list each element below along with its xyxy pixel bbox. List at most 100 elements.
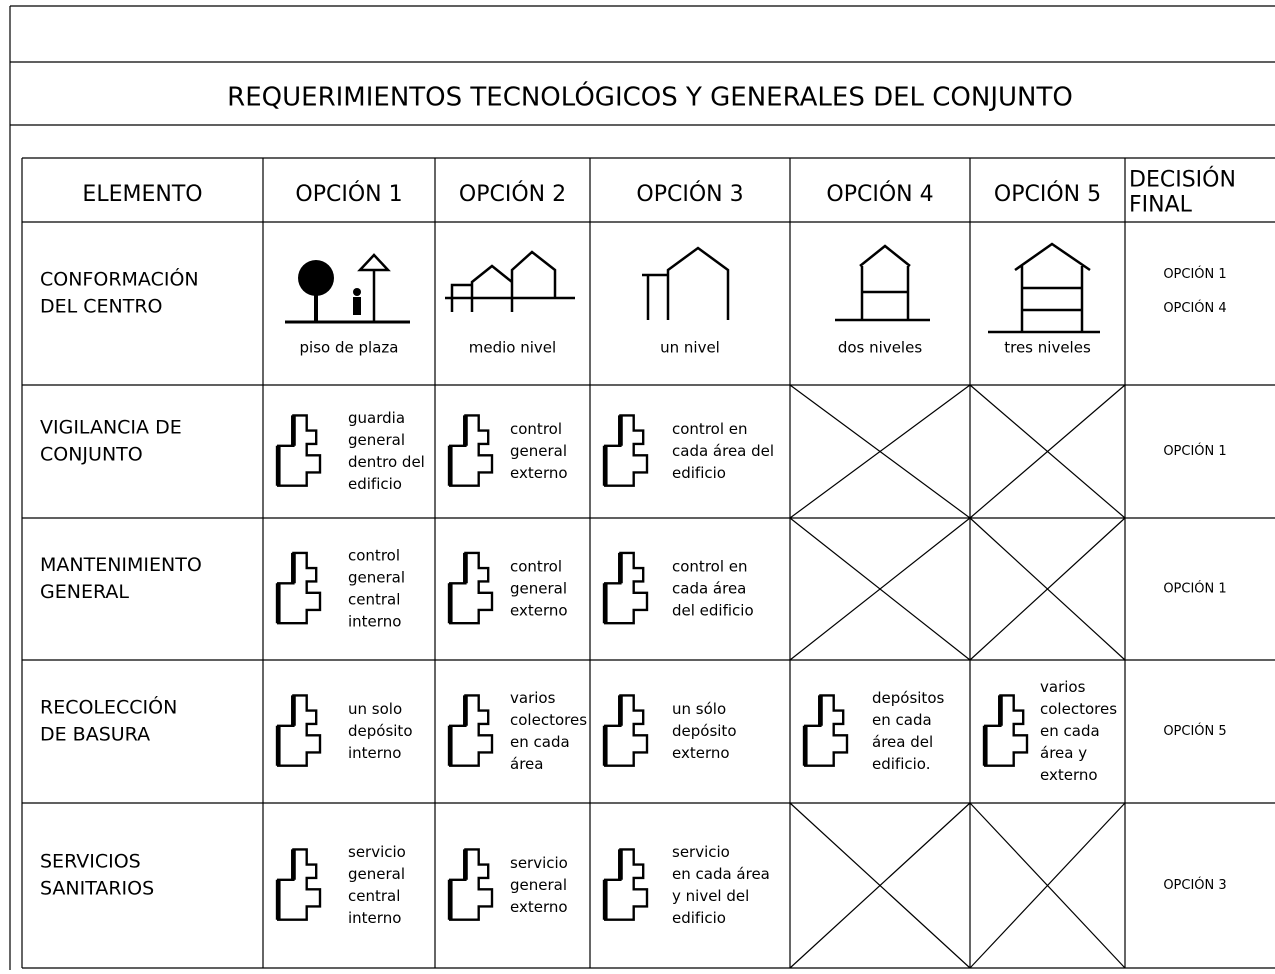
- caption: piso de plaza: [300, 339, 399, 357]
- cell-text: externo: [672, 744, 730, 762]
- cell-text: control: [510, 558, 562, 576]
- column-header: FINAL: [1129, 193, 1193, 218]
- cell-text: en cada: [872, 711, 932, 729]
- row-label: VIGILANCIA DE: [40, 417, 182, 439]
- caption: medio nivel: [469, 339, 556, 357]
- cell-text: del edificio: [672, 602, 754, 620]
- cell-text: un solo: [348, 700, 402, 718]
- plan-icon: [450, 695, 492, 765]
- cell-text: un sólo: [672, 700, 726, 718]
- cell-text: central: [348, 591, 400, 609]
- caption: un nivel: [660, 339, 720, 357]
- cell-text: externo: [510, 464, 568, 482]
- table: ELEMENTO OPCIÓN 1 OPCIÓN 2 OPCIÓN 3 OPCIÓN 4…: [21, 157, 1275, 969]
- half-level-icon: [445, 250, 575, 312]
- title: REQUERIMIENTOS TECNOLÓGICOS Y GENERALES …: [227, 81, 1073, 113]
- plan-icon: [278, 553, 320, 623]
- column-header: OPCIÓN 1: [295, 181, 402, 207]
- cell-text: central: [348, 887, 400, 905]
- caption: tres niveles: [1004, 339, 1091, 357]
- one-level-icon: [642, 246, 730, 320]
- cross-line: [969, 517, 1126, 661]
- cell-text: edificio: [672, 909, 726, 927]
- cell-text: colectores: [510, 711, 587, 729]
- plan-icon: [605, 415, 647, 485]
- cell-text: servicio: [348, 843, 406, 861]
- decision: OPCIÓN 1: [1163, 266, 1226, 282]
- plan-icon: [278, 849, 320, 919]
- cell-text: externo: [510, 898, 568, 916]
- cell-text: varios: [1040, 678, 1086, 696]
- plan-icon: [805, 695, 847, 765]
- decision: OPCIÓN 3: [1163, 877, 1226, 893]
- cross-line: [969, 384, 1126, 519]
- cell-text: y nivel del: [672, 887, 749, 905]
- decision: OPCIÓN 1: [1163, 581, 1226, 597]
- cross-line: [789, 517, 971, 661]
- plan-icon: [450, 849, 492, 919]
- cell-text: interno: [348, 909, 401, 927]
- cell-text: edificio: [672, 464, 726, 482]
- cell-text: control: [348, 547, 400, 565]
- cross-line: [969, 802, 1126, 969]
- cell-text: depósito: [348, 722, 413, 740]
- column-header: OPCIÓN 3: [636, 181, 743, 207]
- cell-text: control en: [672, 420, 748, 438]
- cell-text: en cada: [1040, 722, 1100, 740]
- decision: OPCIÓN 4: [1163, 300, 1226, 316]
- column-header: OPCIÓN 2: [459, 181, 566, 207]
- cell-text: área del: [872, 733, 933, 751]
- column-header: ELEMENTO: [82, 182, 202, 207]
- cell-text: colectores: [1040, 700, 1117, 718]
- plan-icon: [605, 849, 647, 919]
- cell-text: en cada: [510, 733, 570, 751]
- cell-text: externo: [1040, 766, 1098, 784]
- row-label: DE BASURA: [40, 724, 150, 746]
- cell-text: depósitos: [872, 689, 944, 707]
- column-header: OPCIÓN 4: [826, 181, 933, 207]
- cell-text: externo: [510, 602, 568, 620]
- row-label: CONFORMACIÓN: [40, 267, 199, 291]
- cell-text: cada área del: [672, 442, 774, 460]
- cell-text: general: [348, 569, 405, 587]
- row-label: MANTENIMIENTO: [40, 554, 202, 576]
- plan-icon: [985, 695, 1027, 765]
- cell-text: general: [348, 865, 405, 883]
- row-label: RECOLECCIÓN: [40, 695, 177, 719]
- plan-icon: [605, 553, 647, 623]
- cell-text: edificio.: [872, 755, 930, 773]
- decision: OPCIÓN 5: [1163, 723, 1226, 739]
- cell-text: dentro del: [348, 453, 425, 471]
- row-label: DEL CENTRO: [40, 296, 163, 318]
- row-label: SANITARIOS: [40, 878, 154, 900]
- decision: OPCIÓN 1: [1163, 443, 1226, 459]
- cell-text: interno: [348, 613, 401, 631]
- cell-text: general: [510, 580, 567, 598]
- cell-text: general: [510, 442, 567, 460]
- plan-icon: [278, 415, 320, 485]
- row-label: SERVICIOS: [40, 851, 141, 873]
- cell-text: cada área: [672, 580, 746, 598]
- cell-text: general: [348, 431, 405, 449]
- plan-icon: [605, 695, 647, 765]
- cross-line: [789, 384, 971, 519]
- cross-line: [789, 802, 971, 969]
- row-label: CONJUNTO: [40, 444, 143, 466]
- cell-text: guardia: [348, 409, 405, 427]
- cell-text: depósito: [672, 722, 737, 740]
- two-level-icon: [835, 244, 930, 322]
- cell-text: área: [510, 755, 543, 773]
- cell-text: área y: [1040, 744, 1087, 762]
- plaza-icon: [285, 253, 410, 324]
- cell-text: control: [510, 420, 562, 438]
- cell-text: interno: [348, 744, 401, 762]
- cell-text: control en: [672, 558, 748, 576]
- cell-text: servicio: [510, 854, 568, 872]
- column-header: OPCIÓN 5: [994, 181, 1101, 207]
- row-label: GENERAL: [40, 581, 129, 603]
- plan-icon: [450, 553, 492, 623]
- caption: dos niveles: [838, 339, 922, 357]
- column-header: DECISIÓN: [1129, 167, 1236, 193]
